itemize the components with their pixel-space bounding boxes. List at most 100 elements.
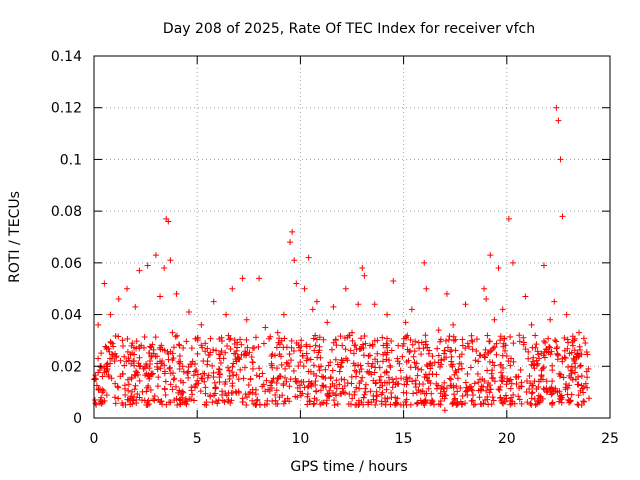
data-point [491,316,498,323]
noise-point [462,379,469,386]
noise-point [307,368,314,375]
noise-point [322,366,329,373]
noise-point [106,348,113,355]
noise-point [297,359,304,366]
noise-point [255,343,262,350]
noise-point [420,399,427,406]
noise-point [566,399,573,406]
noise-point [422,341,429,348]
data-point [359,265,366,272]
plot-frame [93,55,611,419]
noise-point [360,394,367,401]
noise-point [507,385,514,392]
noise-point [295,342,302,349]
noise-point [539,395,546,402]
noise-point [239,398,246,405]
noise-point [518,400,525,407]
noise-point [441,379,448,386]
noise-point [283,344,290,351]
noise-point [298,343,305,350]
noise-point [304,401,311,408]
noise-point [268,379,275,386]
noise-point [179,399,186,406]
noise-point [154,353,161,360]
noise-point [441,388,448,395]
noise-point [493,340,500,347]
noise-point [520,341,527,348]
noise-point [438,357,445,364]
noise-point [124,376,131,383]
noise-point [495,386,502,393]
noise-point [329,367,336,374]
noise-point [294,378,301,385]
noise-point [441,395,448,402]
noise-point [176,365,183,372]
noise-point [334,361,341,368]
noise-point [464,388,471,395]
noise-point [276,373,283,380]
noise-point [529,389,536,396]
noise-point [392,394,399,401]
noise-point [374,337,381,344]
noise-point [443,384,450,391]
data-point [390,277,397,284]
noise-point [133,396,140,403]
noise-point [333,342,340,349]
noise-point [422,332,429,339]
noise-point [245,382,252,389]
noise-point [260,340,267,347]
data-point [585,365,592,372]
data-point [169,329,176,336]
noise-point [134,390,141,397]
data-point [450,321,457,328]
data-point [301,285,308,292]
noise-point [241,364,248,371]
noise-point [482,354,489,361]
noise-point [229,363,236,370]
noise-point [355,361,362,368]
noise-point [107,355,114,362]
noise-point [409,341,416,348]
data-point [198,321,205,328]
noise-point [282,365,289,372]
noise-point [397,367,404,374]
noise-point [434,345,441,352]
data-point [179,363,186,370]
noise-point [491,362,498,369]
data-point [235,355,242,362]
noise-point [518,379,525,386]
noise-point [210,369,217,376]
noise-point [359,341,366,348]
noise-point [525,348,532,355]
noise-point [288,337,295,344]
noise-point [497,333,504,340]
noise-point [133,338,140,345]
noise-point [222,349,229,356]
noise-point [420,381,427,388]
noise-point [557,392,564,399]
data-point [124,285,131,292]
noise-point [211,379,218,386]
noise-point [471,380,478,387]
noise-point [146,373,153,380]
noise-point [496,386,503,393]
data-point [249,365,256,372]
noise-point [446,375,453,382]
noise-point [559,355,566,362]
noise-point [121,382,128,389]
noise-point [244,344,251,351]
noise-point [574,381,581,388]
data-point [569,342,576,349]
noise-point [373,397,380,404]
noise-point [141,364,148,371]
data-point [291,257,298,264]
noise-point [297,388,304,395]
noise-point [235,376,242,383]
noise-point [476,376,483,383]
noise-point [507,362,514,369]
noise-point [402,376,409,383]
noise-point [553,345,560,352]
noise-point [578,351,585,358]
noise-point [344,379,351,386]
noise-point [577,346,584,353]
